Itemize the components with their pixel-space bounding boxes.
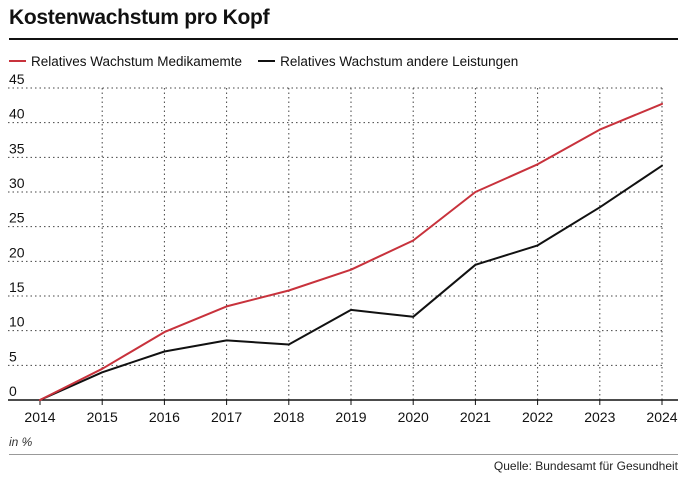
y-tick-label: 0 [9,383,17,399]
x-tick-label: 2017 [211,409,242,425]
y-tick-label: 40 [9,106,25,122]
legend-swatch-andere [258,60,276,62]
title-rule [9,38,678,40]
y-tick-label: 45 [9,71,25,87]
y-tick-label: 25 [9,210,25,226]
x-tick-label: 2018 [273,409,304,425]
x-tick-label: 2024 [646,409,677,425]
source-note: Quelle: Bundesamt für Gesundheit [493,459,678,473]
y-tick-label: 5 [9,348,17,364]
y-tick-label: 35 [9,140,25,156]
y-tick-label: 30 [9,175,25,191]
x-tick-label: 2021 [460,409,491,425]
series-line-medikamente [39,102,663,401]
y-tick-label: 15 [9,279,25,295]
chart-title: Kostenwachstum pro Kopf [9,6,270,29]
y-tick-label: 10 [9,314,25,330]
x-tick-label: 2016 [149,409,180,425]
legend-item-medikamente: Relatives Wachstum Medikamemte [9,54,242,69]
legend-label-medikamente: Relatives Wachstum Medikamemte [31,53,243,69]
y-tick-label: 20 [9,244,25,260]
legend-swatch-medikamente [9,60,26,62]
x-tick-label: 2019 [335,409,366,425]
series-line-andere [39,164,663,401]
legend-item-andere: Relatives Wachstum andere Leistungen [258,54,518,69]
x-tick-label: 2020 [398,409,429,425]
chart-legend: Relatives Wachstum Medikamemte Relatives… [9,51,518,71]
footer-rule [9,454,678,455]
legend-label-andere: Relatives Wachstum andere Leistungen [280,53,519,69]
unit-note: in % [9,435,33,449]
x-tick-label: 2022 [522,409,553,425]
x-tick-label: 2023 [584,409,615,425]
x-tick-label: 2015 [87,409,118,425]
x-tick-label: 2014 [24,409,55,425]
